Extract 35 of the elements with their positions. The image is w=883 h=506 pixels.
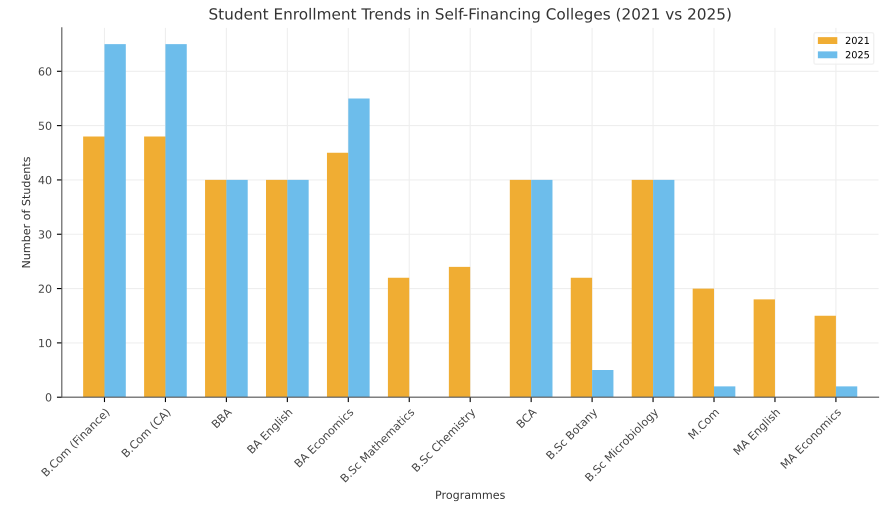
bar	[348, 98, 370, 398]
bar	[226, 180, 248, 398]
bar	[104, 44, 126, 398]
legend-label: 2025	[846, 51, 869, 58]
bar	[448, 266, 470, 398]
legend-label: 2021	[846, 36, 869, 44]
bar	[287, 180, 309, 398]
bar	[714, 386, 736, 398]
bar	[165, 44, 187, 398]
y-tick-label: 10	[39, 338, 52, 348]
bar	[836, 386, 858, 398]
x-axis-title: Programmes	[436, 490, 505, 502]
y-tick-label: 30	[38, 230, 52, 239]
bar	[205, 180, 226, 398]
bar	[814, 316, 836, 398]
bar	[531, 180, 552, 398]
y-tick-label: 50	[38, 122, 52, 130]
chart-title: Student Enrollment Trends in Self-Financing Colleges (2021 vs 2025)	[209, 8, 731, 23]
bar	[326, 152, 348, 398]
bar	[144, 136, 166, 398]
bar	[692, 288, 714, 398]
y-tick-label: 40	[38, 176, 52, 184]
y-axis-title: Number of Students	[22, 157, 30, 268]
bar	[592, 370, 614, 398]
bar	[83, 136, 104, 398]
y-tick-label: 60	[38, 67, 52, 76]
y-tick-label: 20	[38, 284, 52, 293]
bar	[754, 299, 775, 398]
bar	[570, 278, 592, 398]
bar	[388, 278, 410, 398]
bar	[266, 180, 288, 398]
y-tick-label: 0	[46, 393, 52, 402]
bar	[653, 180, 674, 398]
bar	[632, 180, 654, 398]
bar	[510, 180, 532, 398]
